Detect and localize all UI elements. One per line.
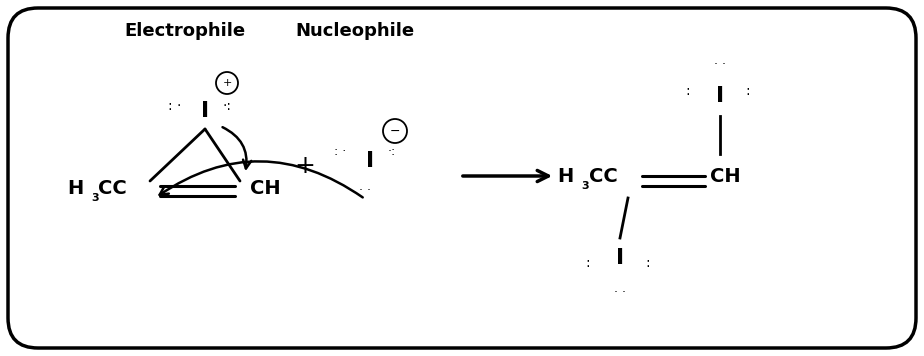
- Text: : ·: : ·: [334, 145, 346, 157]
- Text: ·:: ·:: [223, 99, 232, 113]
- FancyArrowPatch shape: [160, 161, 363, 198]
- Text: · ·: · ·: [714, 58, 726, 70]
- Text: H: H: [67, 178, 83, 198]
- Text: I: I: [366, 151, 374, 171]
- FancyBboxPatch shape: [8, 8, 916, 348]
- Text: ·:: ·:: [388, 145, 396, 157]
- Text: CH: CH: [249, 178, 280, 198]
- Text: 3: 3: [91, 193, 99, 203]
- Text: · ·: · ·: [614, 287, 626, 299]
- Text: :: :: [646, 256, 650, 270]
- Text: Nucleophile: Nucleophile: [296, 22, 415, 40]
- Text: 3: 3: [581, 181, 589, 191]
- Text: · ·: · ·: [359, 184, 371, 198]
- Text: :: :: [746, 84, 750, 98]
- Text: :: :: [686, 84, 690, 98]
- Text: +: +: [223, 78, 232, 88]
- FancyArrowPatch shape: [223, 127, 251, 168]
- Text: :: :: [586, 256, 590, 270]
- Text: +: +: [295, 154, 315, 178]
- Text: H: H: [557, 167, 573, 185]
- Text: : ·: : ·: [168, 99, 182, 113]
- Text: CC: CC: [98, 178, 127, 198]
- Text: −: −: [390, 125, 400, 137]
- Text: I: I: [616, 248, 624, 268]
- Text: CH: CH: [710, 167, 740, 185]
- Text: Electrophile: Electrophile: [125, 22, 246, 40]
- Text: CC: CC: [589, 167, 617, 185]
- Text: I: I: [201, 101, 209, 121]
- Text: I: I: [716, 86, 724, 106]
